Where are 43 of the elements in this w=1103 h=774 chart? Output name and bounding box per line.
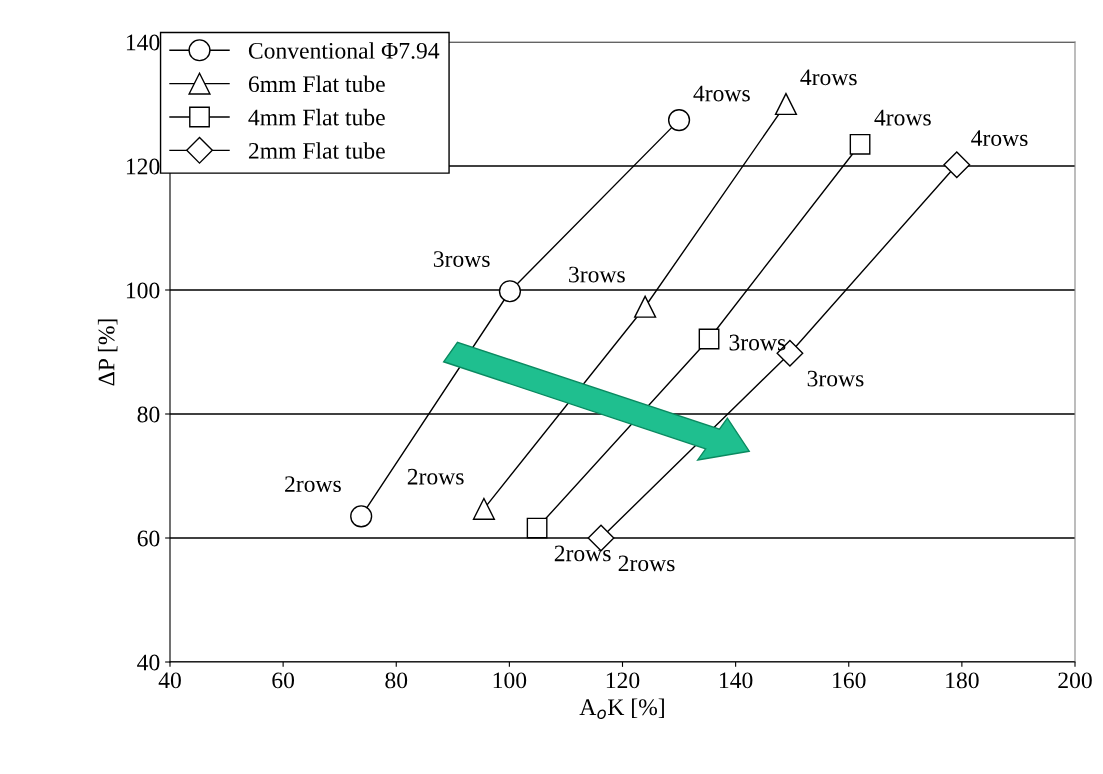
annotation: 3rows: [807, 370, 864, 387]
annotation: 4rows: [693, 85, 750, 102]
legend-label: Conventional Φ7.94: [248, 42, 440, 59]
x-tick-label: 180: [946, 672, 979, 689]
annotation: 2rows: [407, 468, 464, 485]
x-tick-label: 60: [272, 672, 295, 689]
annotation: 2rows: [618, 555, 675, 572]
annotation: 4rows: [800, 69, 857, 86]
point: [472, 497, 496, 520]
y-tick-label: 80: [137, 406, 160, 423]
y-tick-label: 40: [137, 654, 160, 671]
y-tick-label: 120: [126, 158, 160, 175]
point: [943, 151, 971, 179]
annotation: 2rows: [285, 476, 341, 493]
y-axis-title: ΔP [%]: [97, 319, 118, 386]
y-tick-label: 60: [137, 530, 160, 547]
x-tick-label: 80: [385, 672, 408, 689]
annotation: 2rows: [554, 545, 611, 562]
x-tick-label: 100: [493, 672, 527, 689]
x-tick-label: 120: [606, 672, 640, 689]
x-tick-label: 40: [158, 672, 181, 689]
point: [667, 109, 691, 132]
annotation: 3rows: [569, 266, 625, 283]
legend-label: 2mm Flat tube: [248, 142, 385, 159]
annotation: 4rows: [971, 130, 1028, 147]
x-axis-title: A$_{o}$K [%]: [579, 698, 664, 720]
y-tick-label: 140: [126, 34, 160, 51]
y-tick-label: 100: [126, 282, 160, 299]
annotation: 4rows: [874, 109, 931, 126]
legend-label: 4mm Flat tube: [248, 108, 385, 126]
x-tick-label: 200: [1058, 672, 1092, 689]
annotation: 3rows: [433, 251, 490, 267]
point: [350, 505, 373, 528]
legend-label: 6mm Flat tube: [248, 75, 385, 93]
x-tick-label: 140: [719, 672, 753, 689]
x-tick-label: 160: [833, 672, 866, 689]
point: [849, 133, 871, 155]
point: [634, 295, 657, 318]
annotation: 3rows: [729, 334, 786, 351]
point: [526, 517, 548, 539]
point: [774, 92, 798, 116]
point: [698, 328, 720, 350]
point: [498, 280, 522, 303]
